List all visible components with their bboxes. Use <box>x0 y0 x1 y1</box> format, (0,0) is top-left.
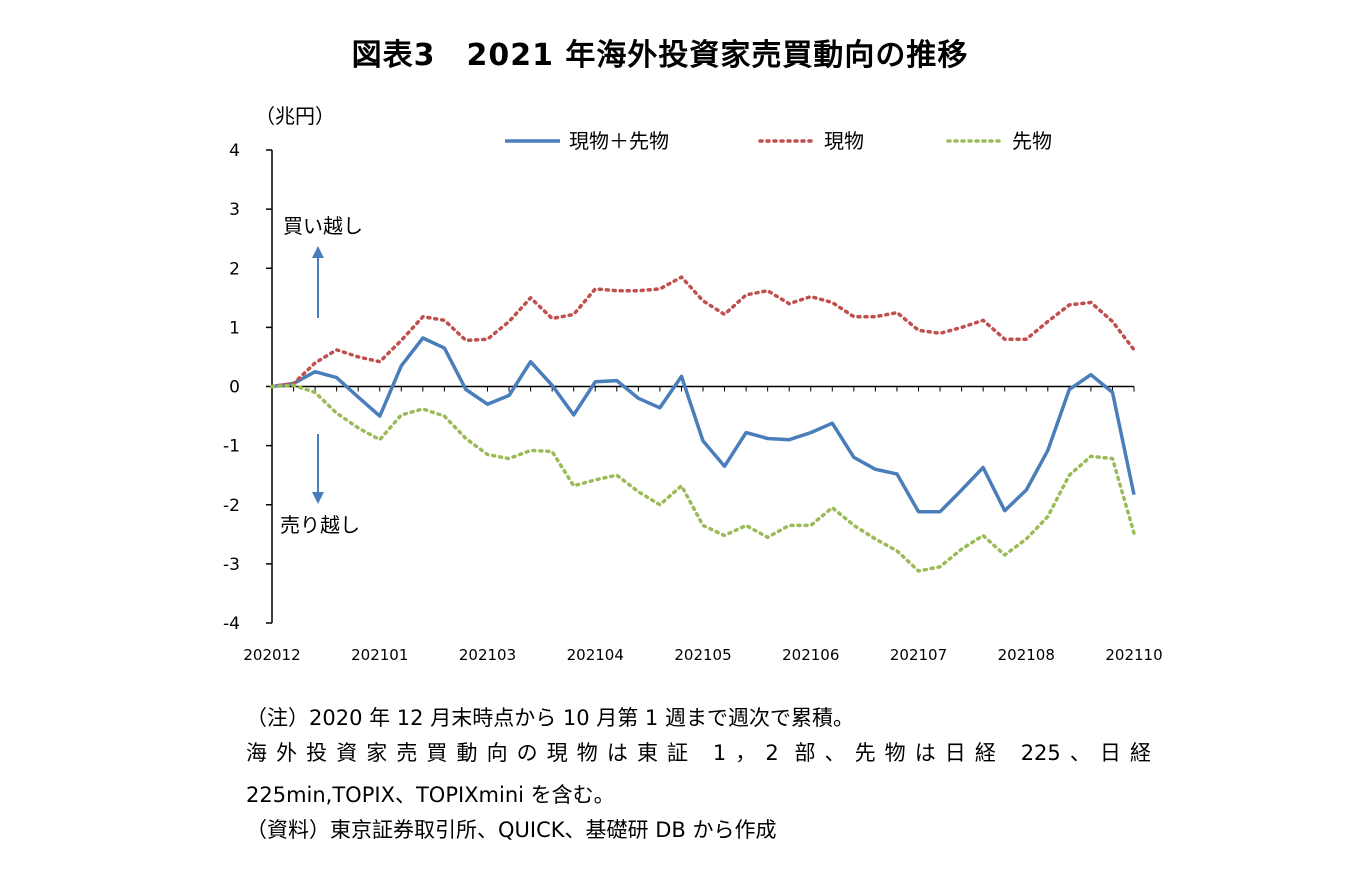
y-tick-label: 3 <box>229 200 240 220</box>
y-unit-label: （兆円） <box>255 104 335 128</box>
series-line-1 <box>271 336 1136 514</box>
y-tick-label: -4 <box>223 614 240 634</box>
note-line-1: （注）2020 年 12 月末時点から 10 月第 1 週まで週次で累積。 <box>246 706 854 730</box>
x-tick-label: 202107 <box>890 646 947 664</box>
y-tick-label: 2 <box>229 259 240 279</box>
x-tick-label: 202108 <box>998 646 1055 664</box>
buy-annotation: 買い越し <box>283 214 363 238</box>
x-tick-label: 202106 <box>782 646 839 664</box>
y-tick-label: -2 <box>223 496 240 516</box>
x-tick-label: 202012 <box>243 646 300 664</box>
series-line-2 <box>270 275 1136 389</box>
note-line-4: （資料）東京証券取引所、QUICK、基礎研 DB から作成 <box>246 818 777 842</box>
legend-label-2: 現物 <box>824 129 864 153</box>
x-tick-label: 202103 <box>459 646 516 664</box>
note-line-2: 海外投資家売買動向の現物は東証 1，2 部、先物は日経 225、日経 <box>246 741 1151 765</box>
annotations: 買い越し 売り越し <box>280 214 363 537</box>
legend-label-3: 先物 <box>1012 129 1052 153</box>
y-tick-label: -3 <box>223 555 240 575</box>
y-tick-label: 1 <box>229 318 240 338</box>
legend: 現物＋先物 現物 先物 <box>505 129 1052 153</box>
series-layer <box>270 275 1136 573</box>
y-tick-label: 4 <box>229 141 240 161</box>
y-tick-label: 0 <box>229 378 240 398</box>
x-tick-label: 202105 <box>674 646 731 664</box>
x-tick-label: 202101 <box>351 646 408 664</box>
series-line-3 <box>270 383 1136 573</box>
chart-title: 図表3 2021 年海外投資家売買動向の推移 <box>351 38 969 73</box>
legend-label-1: 現物＋先物 <box>569 129 669 153</box>
down-arrowhead-icon <box>312 492 324 504</box>
x-tick-label: 202104 <box>567 646 624 664</box>
sell-annotation: 売り越し <box>280 513 360 537</box>
y-tick-label: -1 <box>223 437 240 457</box>
x-tick-label: 202110 <box>1105 646 1162 664</box>
note-line-3: 225min,TOPIX、TOPIXmini を含む。 <box>246 783 615 807</box>
up-arrowhead-icon <box>312 246 324 258</box>
